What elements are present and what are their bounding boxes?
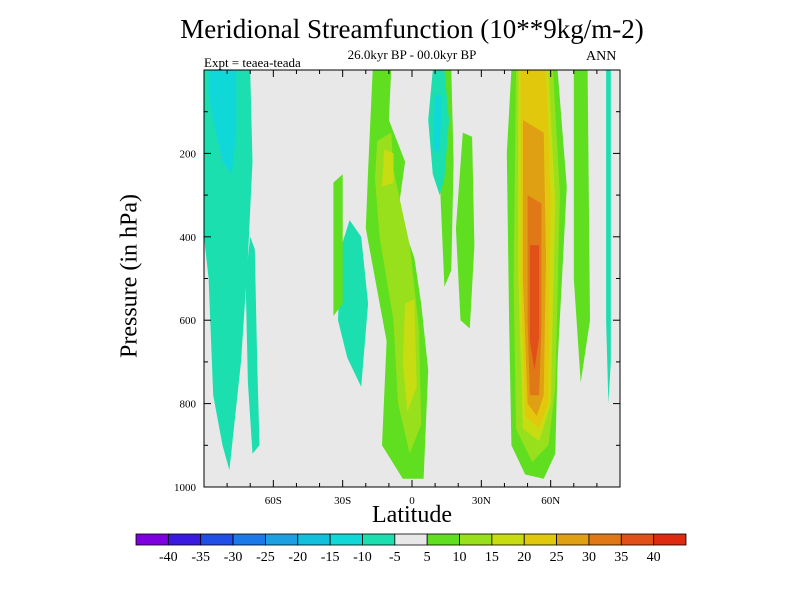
x-tick-label-30N: 30N — [472, 495, 491, 507]
colorbar-swatch — [265, 533, 299, 546]
colorbar-swatch — [362, 533, 396, 546]
colorbar-swatch — [167, 533, 202, 546]
colorbar-label: 25 — [550, 550, 564, 565]
x-axis-label: Latitude — [372, 502, 452, 528]
x-tick-label-60S: 60S — [265, 495, 282, 507]
colorbar-label: 15 — [485, 550, 499, 565]
colorbar-label: -10 — [353, 550, 372, 565]
colorbar-label: -25 — [256, 550, 275, 565]
colorbar-swatch — [620, 533, 655, 546]
contour-nh-mid-light — [455, 132, 475, 329]
contour-sh-strip-60s — [245, 236, 260, 454]
colorbar-swatch — [523, 533, 557, 546]
x-tick-label-0: 0 — [409, 495, 415, 507]
colorbar-swatch — [459, 533, 493, 546]
y-tick-label-200: 200 — [180, 148, 197, 160]
colorbar-label: -40 — [159, 550, 178, 565]
colorbar-label: 10 — [453, 550, 467, 565]
colorbar-label: 5 — [424, 550, 431, 565]
y-tick-label-800: 800 — [180, 399, 197, 411]
colorbar-label: -35 — [191, 550, 210, 565]
colorbar-swatch — [297, 533, 331, 546]
colorbar-label: 30 — [582, 550, 596, 565]
chart-title: Meridional Streamfunction (10**9kg/m-2) — [180, 14, 644, 44]
contour-sh-subtropic-bar — [333, 174, 343, 316]
colorbar-swatch — [588, 533, 622, 546]
contour-sh-column-light — [204, 70, 253, 471]
y-tick-label-600: 600 — [180, 315, 197, 327]
colorbar-swatch — [653, 533, 687, 546]
x-tick-label-30S: 30S — [334, 495, 351, 507]
contour-nh-neg-core — [432, 95, 442, 154]
x-tick-label-60N: 60N — [541, 495, 560, 507]
contour-tropical-core-lower — [402, 299, 417, 412]
contour-nh-polar-strip — [606, 70, 611, 404]
colorbar-label: 20 — [517, 550, 531, 565]
contour-nh-pos-edge — [573, 70, 590, 383]
colorbar-label: 35 — [614, 550, 628, 565]
experiment-label: Expt = teaea-teada — [204, 55, 301, 70]
contour-sh-trough — [338, 220, 369, 387]
colorbar-swatch — [232, 533, 266, 546]
y-tick-label-1000: 1000 — [174, 482, 197, 494]
contour-tropical-core-upper — [382, 149, 394, 187]
chart-subtitle: 26.0kyr BP - 00.0kyr BP — [347, 47, 477, 62]
colorbar-swatch — [426, 533, 460, 546]
contour-polar-cell-core — [529, 245, 540, 371]
colorbar-swatch — [491, 533, 525, 546]
colorbar-label: -5 — [389, 550, 401, 565]
colorbar-swatch — [556, 533, 590, 546]
colorbar-label: -15 — [321, 550, 340, 565]
y-tick-label-400: 400 — [180, 232, 197, 244]
season-label: ANN — [586, 49, 617, 64]
colorbar-swatch — [329, 533, 363, 546]
colorbar-swatch — [200, 533, 234, 546]
contour-sh-column-core — [208, 70, 237, 175]
colorbar-label: 40 — [647, 550, 661, 565]
colorbar-label: -30 — [224, 550, 243, 565]
colorbar-swatch — [394, 533, 428, 546]
colorbar-swatch — [135, 533, 169, 546]
colorbar-label: -20 — [288, 550, 307, 565]
